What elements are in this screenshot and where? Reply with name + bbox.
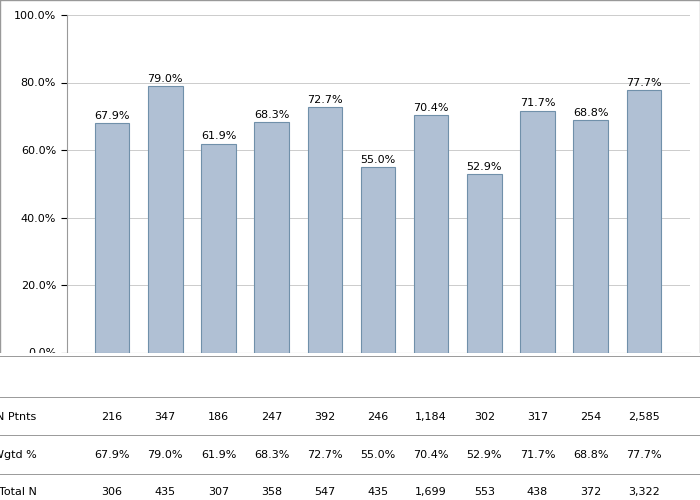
Text: 1,184: 1,184 <box>415 412 447 422</box>
Text: Total N: Total N <box>0 487 36 497</box>
Text: 55.0%: 55.0% <box>360 154 395 164</box>
Text: Wgtd %: Wgtd % <box>0 450 36 460</box>
Text: 77.7%: 77.7% <box>626 450 662 460</box>
Bar <box>360 167 395 352</box>
Bar <box>94 124 130 352</box>
Text: 2,585: 2,585 <box>628 412 660 422</box>
Text: 247: 247 <box>261 412 282 422</box>
Bar <box>573 120 608 352</box>
Text: 1,699: 1,699 <box>415 487 447 497</box>
Text: 70.4%: 70.4% <box>414 450 449 460</box>
Text: 79.0%: 79.0% <box>148 74 183 84</box>
Text: 68.8%: 68.8% <box>573 108 608 118</box>
Text: 79.0%: 79.0% <box>148 450 183 460</box>
Bar <box>201 144 236 352</box>
Text: 71.7%: 71.7% <box>520 98 555 108</box>
Text: 392: 392 <box>314 412 335 422</box>
Bar <box>414 115 449 352</box>
Text: 317: 317 <box>527 412 548 422</box>
Bar <box>520 110 555 352</box>
Text: 186: 186 <box>208 412 229 422</box>
Text: 254: 254 <box>580 412 601 422</box>
Text: 55.0%: 55.0% <box>360 450 395 460</box>
Text: 302: 302 <box>474 412 495 422</box>
Bar <box>254 122 289 352</box>
Text: 52.9%: 52.9% <box>467 450 502 460</box>
Text: 67.9%: 67.9% <box>94 450 130 460</box>
Text: 71.7%: 71.7% <box>520 450 555 460</box>
Text: 61.9%: 61.9% <box>201 131 236 141</box>
Text: 67.9%: 67.9% <box>94 111 130 121</box>
Text: 246: 246 <box>368 412 388 422</box>
Text: 372: 372 <box>580 487 601 497</box>
Text: 72.7%: 72.7% <box>307 450 342 460</box>
Text: 307: 307 <box>208 487 229 497</box>
Text: 358: 358 <box>261 487 282 497</box>
Text: 438: 438 <box>527 487 548 497</box>
Text: 347: 347 <box>155 412 176 422</box>
Text: N Ptnts: N Ptnts <box>0 412 36 422</box>
Text: 216: 216 <box>102 412 122 422</box>
Text: 61.9%: 61.9% <box>201 450 236 460</box>
Text: 52.9%: 52.9% <box>467 162 502 172</box>
Text: 77.7%: 77.7% <box>626 78 662 88</box>
Text: 553: 553 <box>474 487 495 497</box>
Text: 68.3%: 68.3% <box>254 110 289 120</box>
Bar <box>307 107 342 352</box>
Bar <box>467 174 502 352</box>
Text: 68.3%: 68.3% <box>254 450 289 460</box>
Bar <box>626 90 662 352</box>
Text: 435: 435 <box>368 487 388 497</box>
Bar <box>148 86 183 352</box>
Text: 72.7%: 72.7% <box>307 95 342 105</box>
Text: 68.8%: 68.8% <box>573 450 608 460</box>
Text: 3,322: 3,322 <box>628 487 660 497</box>
Text: 306: 306 <box>102 487 122 497</box>
Text: 70.4%: 70.4% <box>414 102 449 113</box>
Text: 435: 435 <box>155 487 176 497</box>
Text: 547: 547 <box>314 487 335 497</box>
